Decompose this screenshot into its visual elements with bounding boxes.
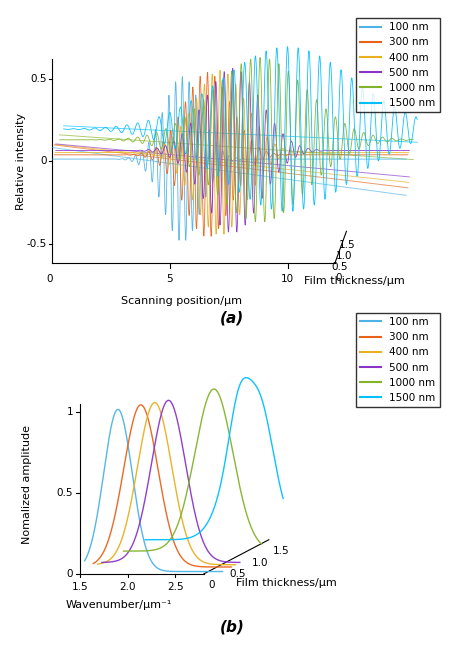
Text: 5: 5 [166, 274, 173, 284]
Text: Wavenumber/μm⁻¹: Wavenumber/μm⁻¹ [65, 600, 172, 610]
Text: 2.0: 2.0 [119, 582, 136, 592]
Text: 0: 0 [46, 274, 53, 284]
Text: 0: 0 [335, 273, 342, 283]
Text: 1.0: 1.0 [251, 557, 268, 568]
Text: 0.5: 0.5 [30, 74, 47, 84]
Text: 1.5: 1.5 [72, 582, 89, 592]
Text: 0.5: 0.5 [332, 262, 348, 272]
Text: Film thickness/μm: Film thickness/μm [236, 578, 337, 588]
Legend: 100 nm, 300 nm, 400 nm, 500 nm, 1000 nm, 1500 nm: 100 nm, 300 nm, 400 nm, 500 nm, 1000 nm,… [356, 18, 440, 112]
Legend: 100 nm, 300 nm, 400 nm, 500 nm, 1000 nm, 1500 nm: 100 nm, 300 nm, 400 nm, 500 nm, 1000 nm,… [356, 313, 440, 407]
Text: 1: 1 [66, 406, 73, 417]
Text: 0.5: 0.5 [230, 569, 246, 579]
Text: Nomalized amplitude: Nomalized amplitude [22, 425, 32, 544]
Text: Relative intensity: Relative intensity [16, 113, 27, 210]
Text: 2.5: 2.5 [167, 582, 184, 592]
Text: 0: 0 [208, 580, 215, 590]
Title: (b): (b) [220, 620, 245, 635]
Text: 1.5: 1.5 [273, 546, 290, 556]
Text: 10: 10 [281, 274, 294, 284]
Title: (a): (a) [220, 310, 245, 325]
Text: 1.5: 1.5 [339, 241, 356, 250]
Text: 0.5: 0.5 [56, 488, 73, 498]
Text: Film thickness/μm: Film thickness/μm [304, 275, 404, 286]
Text: 1.0: 1.0 [336, 251, 352, 261]
Text: -0.5: -0.5 [27, 239, 47, 249]
Text: Scanning position/μm: Scanning position/μm [121, 297, 242, 306]
Text: 0: 0 [40, 156, 47, 166]
Text: 0: 0 [67, 569, 73, 579]
